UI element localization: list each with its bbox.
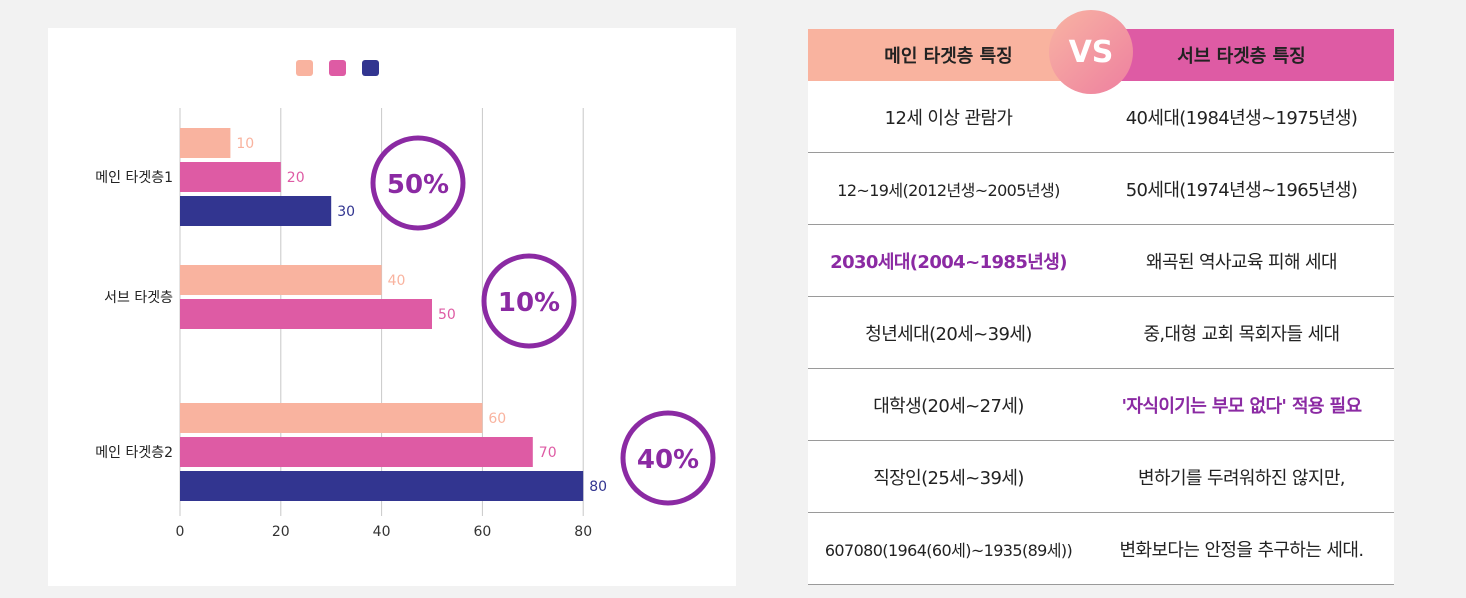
- legend-swatch: [296, 60, 313, 76]
- sub-target-cell-highlight: '자식이기는 부모 없다' 적용 필요: [1121, 395, 1363, 417]
- bar: [180, 196, 332, 226]
- category-label: 메인 타겟층1: [95, 170, 173, 186]
- percent-circle: [370, 135, 466, 231]
- main-target-cell: 청년세대(20세~39세): [865, 323, 1032, 345]
- bar: [180, 265, 382, 295]
- table-row: 607080(1964(60세)~1935(89세)) 변화보다는 안정을 추구…: [808, 513, 1394, 585]
- bar-value-label: 10: [236, 136, 254, 152]
- percent-label: 10%: [498, 288, 560, 318]
- bar-value-label: 80: [589, 479, 607, 495]
- table-row: 12세 이상 관람가 40세대(1984년생~1975년생): [808, 81, 1394, 153]
- table-row: 직장인(25세~39세) 변하기를 두려워하진 않지만,: [808, 441, 1394, 513]
- x-tick-label: 80: [574, 524, 592, 540]
- bar: [180, 128, 231, 158]
- sub-target-cell: 40세대(1984년생~1975년생): [1125, 107, 1358, 129]
- sub-target-cell: 중,대형 교회 목회자들 세대: [1143, 323, 1340, 345]
- vs-badge: VS: [1049, 10, 1133, 94]
- sub-target-cell: 변화보다는 안정을 추구하는 세대.: [1119, 539, 1365, 561]
- bar-chart-panel: 0 20 40 60 80 메인 타겟층1 10 20 30 서브 타겟층 40 50 메인 타겟층2 6…: [48, 28, 736, 586]
- bar: [180, 403, 483, 433]
- header-sub-target: 서브 타겟층 특징: [1089, 29, 1394, 81]
- percent-circle: [481, 253, 577, 349]
- bar-value-label: 20: [287, 170, 305, 186]
- table-row: 대학생(20세~27세) '자식이기는 부모 없다' 적용 필요: [808, 369, 1394, 441]
- percent-circle: [620, 410, 716, 506]
- percent-label: 40%: [637, 445, 699, 475]
- legend-swatch: [329, 60, 346, 76]
- main-target-cell: 12세 이상 관람가: [884, 107, 1013, 129]
- sub-target-cell: 변하기를 두려워하진 않지만,: [1138, 467, 1345, 489]
- bar-chart: 0 20 40 60 80 메인 타겟층1 10 20 30 서브 타겟층 40 50 메인 타겟층2 6…: [95, 60, 716, 540]
- bar-value-label: 70: [539, 445, 557, 461]
- x-tick-label: 20: [272, 524, 290, 540]
- x-tick-label: 0: [176, 524, 185, 540]
- legend-swatch: [362, 60, 379, 76]
- main-target-cell: 12~19세(2012년생~2005년생): [837, 180, 1060, 200]
- table-row: 12~19세(2012년생~2005년생) 50세대(1974년생~1965년생…: [808, 153, 1394, 225]
- category-label: 서브 타겟층: [104, 290, 173, 306]
- bar: [180, 162, 281, 192]
- bar-value-label: 50: [438, 307, 456, 323]
- x-tick-label: 60: [473, 524, 491, 540]
- main-target-cell: 직장인(25세~39세): [873, 467, 1024, 489]
- main-target-cell: 607080(1964(60세)~1935(89세)): [824, 540, 1073, 560]
- table-row: 2030세대(2004~1985년생) 왜곡된 역사교육 피해 세대: [808, 225, 1394, 297]
- bar-value-label: 60: [488, 411, 506, 427]
- sub-target-cell: 왜곡된 역사교육 피해 세대: [1146, 251, 1338, 273]
- sub-target-cell: 50세대(1974년생~1965년생): [1125, 179, 1358, 201]
- bar-value-label: 30: [337, 204, 355, 220]
- bar-value-label: 40: [388, 273, 406, 289]
- category-label: 메인 타겟층2: [95, 445, 173, 461]
- x-tick-label: 40: [373, 524, 391, 540]
- bar: [180, 299, 432, 329]
- bar: [180, 437, 533, 467]
- table-row: 청년세대(20세~39세) 중,대형 교회 목회자들 세대: [808, 297, 1394, 369]
- header-main-target: 메인 타겟층 특징: [808, 29, 1089, 81]
- comparison-table: 메인 타겟층 특징 서브 타겟층 특징 VS 12세 이상 관람가 40세대(1…: [808, 10, 1394, 585]
- table-header: 메인 타겟층 특징 서브 타겟층 특징 VS: [808, 10, 1394, 94]
- main-target-cell-highlight: 2030세대(2004~1985년생): [830, 251, 1067, 273]
- bar: [180, 471, 584, 501]
- percent-label: 50%: [387, 170, 449, 200]
- main-target-cell: 대학생(20세~27세): [873, 395, 1024, 417]
